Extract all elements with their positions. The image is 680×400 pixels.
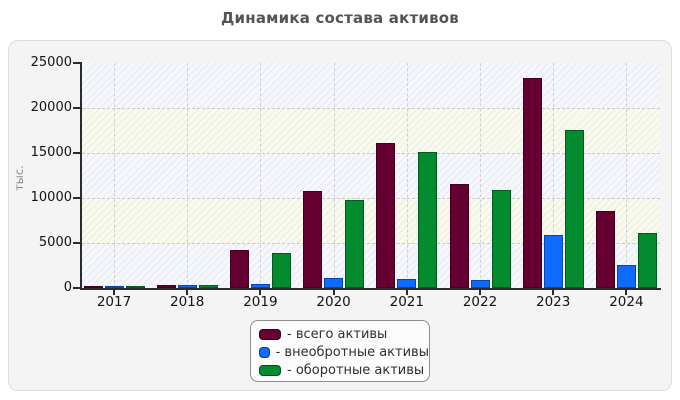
- legend-label: - всего активы: [287, 326, 388, 342]
- plot-area: [81, 63, 660, 288]
- bar-всего-активы-2023: [522, 78, 542, 288]
- x-tick-label: 2022: [462, 294, 498, 310]
- bar-оборотные-активы-2018: [198, 285, 218, 288]
- y-tick-label: 20000: [30, 100, 72, 115]
- bar-внеобротные-активы-2019: [250, 284, 270, 288]
- x-tick-mark: [186, 290, 189, 295]
- legend-item: - оборотные активы: [259, 361, 429, 379]
- x-tick-label: 2018: [170, 294, 205, 310]
- bar-оборотные-активы-2017: [125, 286, 145, 288]
- x-tick-mark: [479, 290, 481, 295]
- bar-оборотные-активы-2024: [637, 233, 657, 288]
- bar-оборотные-активы-2019: [271, 253, 291, 288]
- v-gridline: [553, 63, 555, 288]
- bar-оборотные-активы-2023: [564, 130, 584, 288]
- h-gridline: [82, 243, 660, 244]
- v-gridline: [406, 63, 408, 288]
- y-tick-mark: [73, 152, 81, 154]
- x-tick-label: 2019: [243, 294, 278, 310]
- legend-label: - оборотные активы: [287, 362, 425, 378]
- bar-внеобротные-активы-2020: [324, 278, 344, 288]
- bar-всего-активы-2017: [83, 286, 103, 288]
- bar-внеобротные-активы-2024: [616, 265, 636, 288]
- bar-оборотные-активы-2022: [491, 190, 511, 288]
- x-tick-mark: [625, 290, 628, 295]
- bar-внеобротные-активы-2018: [177, 285, 197, 288]
- bar-всего-активы-2024: [595, 211, 615, 288]
- h-gridline: [82, 198, 660, 199]
- x-tick-mark: [552, 290, 555, 295]
- x-axis-line: [80, 288, 661, 290]
- v-gridline: [114, 63, 115, 288]
- x-tick-mark: [332, 290, 335, 295]
- bar-внеобротные-активы-2022: [470, 280, 490, 288]
- legend-swatch-total: [259, 328, 281, 340]
- y-tick-label: 10000: [30, 190, 72, 205]
- chart-title: Динамика состава активов: [221, 9, 459, 27]
- y-tick-mark: [73, 242, 81, 244]
- y-tick-mark: [73, 62, 81, 64]
- y-tick-mark: [73, 287, 81, 289]
- y-tick-mark: [73, 197, 81, 199]
- legend-item: - всего активы: [259, 325, 429, 343]
- legend-swatch-current: [259, 364, 281, 376]
- x-tick-label: 2020: [316, 294, 351, 310]
- x-tick-mark: [405, 290, 408, 295]
- y-tick-mark: [73, 107, 81, 109]
- legend-swatch-noncurrent: [259, 346, 270, 358]
- y-tick-label: 25000: [30, 55, 72, 70]
- y-axis-line: [80, 62, 82, 289]
- bar-всего-активы-2021: [376, 143, 396, 288]
- y-tick-label: 15000: [30, 145, 72, 160]
- y-tick-label: 0: [63, 280, 72, 295]
- bar-оборотные-активы-2020: [345, 200, 365, 288]
- x-tick-mark: [259, 290, 262, 295]
- h-gridline: [82, 153, 660, 154]
- v-gridline: [333, 63, 335, 288]
- x-tick-mark: [113, 290, 115, 295]
- bar-внеобротные-активы-2023: [543, 235, 563, 288]
- legend-item: - внеобротные активы: [259, 343, 429, 361]
- x-tick-label: 2023: [536, 294, 571, 310]
- bar-всего-активы-2020: [303, 191, 323, 288]
- bar-оборотные-активы-2021: [418, 152, 438, 288]
- v-gridline: [187, 63, 189, 288]
- h-gridline: [82, 108, 660, 109]
- bar-внеобротные-активы-2021: [397, 279, 417, 288]
- bar-всего-активы-2022: [449, 184, 469, 288]
- x-tick-label: 2024: [609, 294, 644, 310]
- x-tick-label: 2021: [389, 294, 424, 310]
- bar-внеобротные-активы-2017: [104, 286, 124, 288]
- v-gridline: [480, 63, 481, 288]
- bar-всего-активы-2019: [229, 250, 249, 288]
- v-gridline: [626, 63, 628, 288]
- v-gridline: [260, 63, 262, 288]
- legend: - всего активы - внеобротные активы - об…: [250, 320, 430, 382]
- x-tick-label: 2017: [96, 294, 132, 310]
- legend-label: - внеобротные активы: [275, 344, 429, 360]
- y-tick-label: 5000: [38, 235, 72, 250]
- bar-всего-активы-2018: [156, 285, 176, 288]
